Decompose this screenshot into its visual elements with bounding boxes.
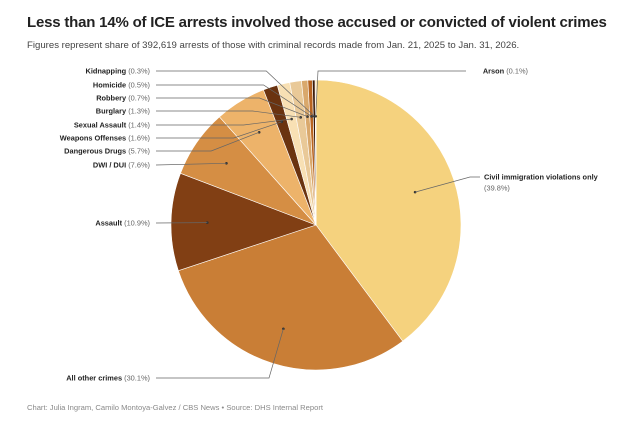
chart-title: Less than 14% of ICE arrests involved th… (27, 14, 607, 31)
slice-label-robbery: Robbery (0.7%) (96, 94, 150, 103)
slice-labels: Civil immigration violations only (39.8%)… (60, 67, 599, 383)
slice-label-value: (7.6%) (126, 161, 150, 170)
slice-label-arson: Arson (0.1%) (483, 67, 528, 76)
slice-label-kidnapping: Kidnapping (0.3%) (86, 67, 150, 76)
leader-dot-weapons-offenses (280, 120, 284, 124)
slice-label-name: All other crimes (66, 374, 122, 383)
leader-line-arson (315, 70, 466, 117)
chart-subtitle: Figures represent share of 392,619 arres… (27, 40, 520, 51)
slice-label-name: Homicide (93, 81, 126, 90)
slice-label-name: DWI / DUI (93, 161, 126, 170)
slice-label-civil-immigration-violations-only: Civil immigration violations only (39.8%) (484, 173, 599, 193)
leader-line-weapons-offenses (156, 121, 282, 139)
slice-label-dangerous-drugs: Dangerous Drugs (5.7%) (64, 147, 150, 156)
slice-label-burglary: Burglary (1.3%) (96, 107, 150, 116)
pie-slice-assault (170, 172, 317, 272)
leader-line-homicide (156, 84, 312, 117)
slice-label-name: Civil immigration violations only (484, 173, 599, 182)
slice-label-value: (1.3%) (126, 107, 150, 116)
chart-credit: Chart: Julia Ingram, Camilo Montoya-Galv… (27, 403, 323, 412)
pie-slice-all-other-crimes (178, 224, 404, 371)
slice-label-value: (5.7%) (126, 147, 150, 156)
leader-line-civil-immigration-violations-only (414, 176, 480, 193)
slice-label-name: Assault (95, 219, 122, 228)
slice-label-name: Burglary (96, 107, 127, 116)
leader-line-robbery (156, 97, 308, 117)
slice-label-value: (10.9%) (122, 219, 150, 228)
slice-label-value: (39.8%) (484, 184, 510, 193)
leader-lines (155, 70, 480, 379)
slice-label-value: (1.4%) (126, 121, 150, 130)
slice-label-name: Arson (483, 67, 505, 76)
slice-label-assault: Assault (10.9%) (95, 219, 150, 228)
slice-label-name: Sexual Assault (74, 121, 127, 130)
leader-line-dwi-dui (155, 162, 227, 166)
pie-slices (170, 79, 462, 371)
slice-label-value: (0.5%) (126, 81, 150, 90)
slice-label-value: (0.7%) (126, 94, 150, 103)
slice-label-sexual-assault: Sexual Assault (1.4%) (74, 121, 150, 130)
slice-label-all-other-crimes: All other crimes (30.1%) (66, 374, 150, 383)
leader-line-burglary (156, 110, 301, 118)
slice-label-name: Weapons Offenses (60, 134, 126, 143)
slice-label-homicide: Homicide (0.5%) (93, 81, 150, 90)
slice-label-value: (1.6%) (126, 134, 150, 143)
slice-label-name: Kidnapping (86, 67, 127, 76)
slice-label-value: (30.1%) (122, 374, 150, 383)
leader-line-all-other-crimes (156, 328, 284, 379)
slice-label-name: Robbery (96, 94, 127, 103)
slice-label-value: (0.1%) (504, 67, 528, 76)
slice-label-value: (0.3%) (126, 67, 150, 76)
pie-slice-civil-immigration-violations-only (315, 79, 462, 342)
slice-label-dwi-dui: DWI / DUI (7.6%) (93, 161, 150, 170)
slice-label-name: Dangerous Drugs (64, 147, 126, 156)
leader-line-sexual-assault (156, 118, 292, 126)
leader-line-dangerous-drugs (156, 131, 260, 152)
slice-label-weapons-offenses: Weapons Offenses (1.6%) (60, 134, 150, 143)
leader-dot-sexual-assault (290, 117, 293, 121)
leader-dot-robbery (306, 115, 309, 118)
leader-line-kidnapping (156, 70, 315, 117)
